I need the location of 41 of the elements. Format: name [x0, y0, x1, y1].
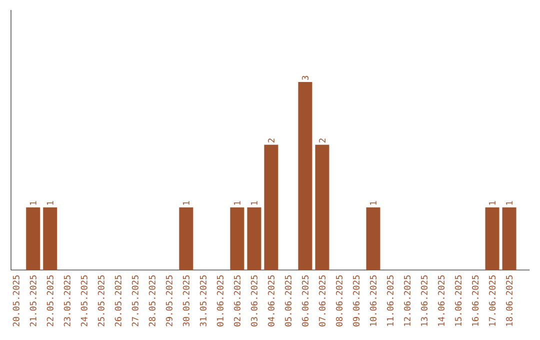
x-tick-label: 02.06.2025	[234, 275, 240, 326]
x-tick-label: 13.06.2025	[420, 275, 428, 326]
x-tick-label: 08.06.2025	[336, 275, 342, 326]
data-label: 1	[30, 201, 36, 205]
x-tick-label: 01.06.2025	[216, 275, 224, 326]
x-tick-label: 04.06.2025	[268, 275, 274, 326]
x-tick-label: 20.05.2025	[12, 275, 20, 326]
x-tick-label: 15.06.2025	[454, 275, 462, 326]
x-tick-label: 23.05.2025	[64, 275, 70, 326]
x-tick-label: 22.05.2025	[46, 275, 54, 326]
x-tick-label: 21.05.2025	[30, 275, 36, 326]
data-label: 1	[370, 201, 376, 205]
x-tick-label: 16.06.2025	[472, 275, 479, 326]
x-tick-label: 05.06.2025	[284, 275, 292, 326]
data-label: 2	[268, 138, 274, 142]
data-label: 1	[234, 201, 240, 205]
x-tick-label: 07.06.2025	[318, 275, 326, 326]
data-label: 1	[251, 201, 258, 205]
data-label: 2	[318, 138, 326, 142]
x-tick-label: 24.05.2025	[80, 275, 88, 326]
x-tick-label: 27.05.2025	[132, 275, 138, 326]
data-label: 1	[506, 201, 512, 205]
data-label: 1	[489, 201, 496, 205]
data-label: 1	[183, 201, 190, 205]
x-tick-label: 06.06.2025	[302, 275, 308, 326]
data-label: 1	[46, 201, 54, 205]
x-tick-label: 10.06.2025	[370, 275, 376, 326]
x-tick-label: 12.06.2025	[404, 275, 411, 326]
x-tick-label: 11.06.2025	[386, 275, 394, 326]
x-tick-label: 03.06.2025	[250, 275, 258, 326]
x-tick-label: 18.06.2025	[506, 275, 513, 326]
x-tick-label: 26.05.2025	[114, 275, 122, 326]
x-tick-label: 31.05.2025	[200, 275, 206, 326]
x-tick-label: 14.06.2025	[438, 275, 445, 326]
data-label: 3	[302, 76, 308, 80]
x-tick-label: 25.05.2025	[98, 275, 104, 326]
x-tick-label: 30.05.2025	[182, 275, 190, 326]
x-tick-label: 17.06.2025	[488, 275, 496, 326]
x-tick-label: 28.05.2025	[148, 275, 156, 326]
x-tick-label: 29.05.2025	[166, 275, 172, 326]
x-tick-label: 09.06.2025	[352, 275, 360, 326]
